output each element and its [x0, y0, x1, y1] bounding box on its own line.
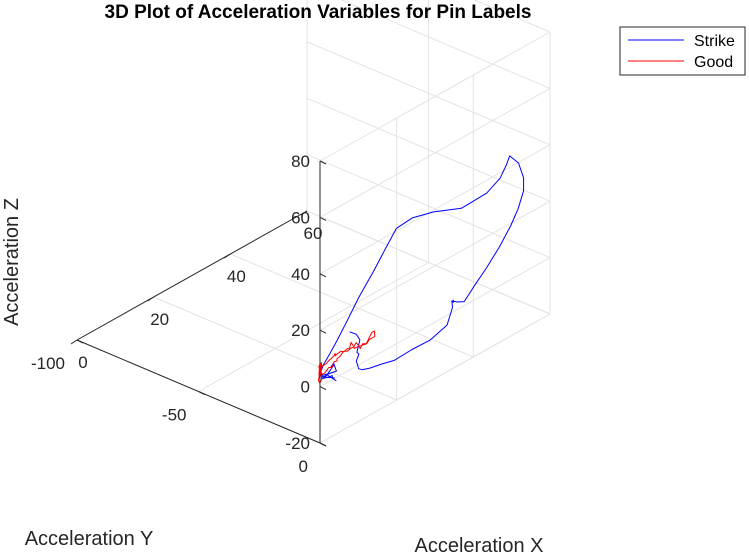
- grid-line: [340, 0, 551, 89]
- axes: [70, 160, 327, 447]
- y-axis-label: Acceleration Y: [25, 528, 154, 550]
- z-tick: [319, 160, 327, 165]
- series-lines: [317, 155, 525, 384]
- x-tick: [147, 296, 154, 302]
- chart-title: 3D Plot of Acceleration Variables for Pi…: [105, 2, 532, 23]
- grid-line: [306, 97, 551, 202]
- z-tick: [319, 442, 327, 447]
- legend-label-good: Good: [694, 54, 733, 71]
- x-tick-label: 20: [150, 310, 169, 329]
- series-line-good: [317, 330, 376, 384]
- x-axis-label: Acceleration X: [415, 535, 544, 554]
- x-tick: [224, 253, 231, 259]
- z-tick: [319, 329, 327, 334]
- grid-line: [319, 87, 551, 218]
- legend-label-strike: Strike: [694, 33, 735, 50]
- z-tick-label: -20: [285, 434, 310, 453]
- y-tick: [76, 339, 84, 344]
- x-tick-label: 40: [227, 267, 246, 286]
- z-tick: [319, 386, 327, 391]
- z-tick-label: 60: [291, 208, 310, 227]
- grid-line: [306, 154, 551, 259]
- legend: Strike Good: [619, 26, 746, 76]
- z-tick-label: 0: [301, 378, 310, 397]
- series-line-strike: [320, 155, 525, 382]
- z-tick-label: 80: [291, 152, 310, 171]
- y-tick-label: 0: [299, 457, 308, 476]
- grid-line: [319, 313, 551, 444]
- x-tick-label: 60: [304, 224, 323, 243]
- tick-labels: 0 20 40 60 0 -50 -100 -20 0 20 40 60 80: [31, 152, 322, 476]
- z-axis-label: Acceleration Z: [1, 198, 23, 326]
- x-tick: [300, 210, 308, 216]
- grid-line: [306, 41, 551, 146]
- grid-line: [198, 262, 429, 392]
- grid-line: [306, 210, 551, 315]
- grid-line: [319, 200, 551, 331]
- y-tick-label: -50: [162, 406, 187, 425]
- x-axis-line: [76, 210, 308, 341]
- z-tick-label: 20: [291, 321, 310, 340]
- legend-box: [619, 26, 746, 76]
- grid-line: [319, 257, 551, 388]
- z-tick: [319, 216, 327, 221]
- z-tick-label: 40: [291, 265, 310, 284]
- grid-line: [473, 0, 551, 33]
- grid: [76, 0, 551, 444]
- y-tick: [198, 391, 205, 395]
- x-tick-label: 0: [78, 353, 87, 372]
- x-tick: [70, 339, 78, 345]
- y-tick-label: -100: [31, 354, 65, 373]
- grid-line: [319, 144, 551, 275]
- grid-line: [319, 31, 551, 162]
- z-tick: [319, 273, 327, 278]
